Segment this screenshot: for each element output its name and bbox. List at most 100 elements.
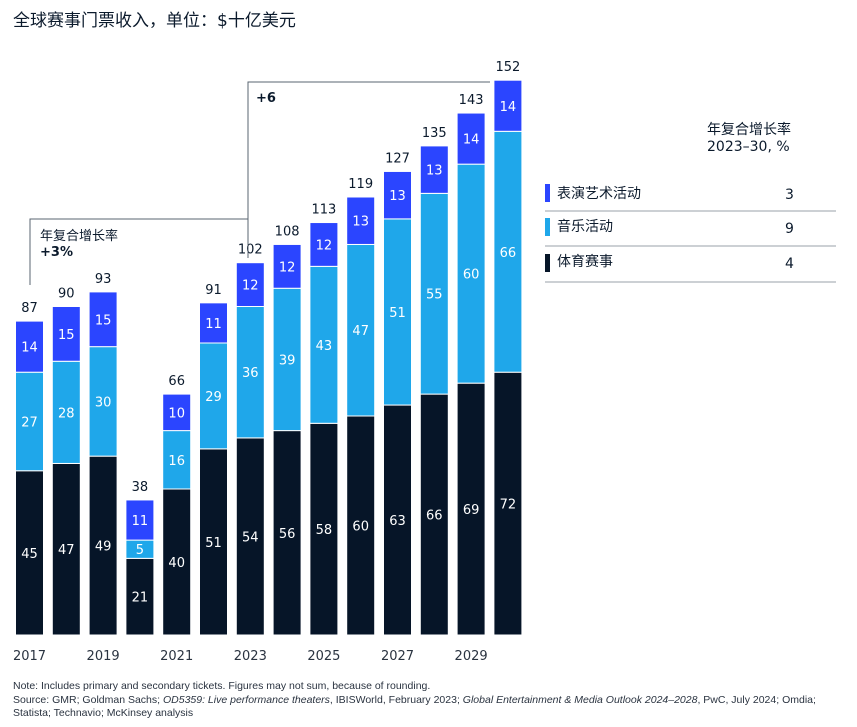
- cagr-right-value: +6: [256, 91, 276, 106]
- bar-segment-2021-2: [162, 393, 192, 432]
- cagr-left-title: 年复合增长率: [40, 228, 118, 244]
- segment-label-2021-1: 16: [168, 454, 185, 469]
- cagr-left-value: +3%: [40, 245, 73, 260]
- segment-label-2019-0: 49: [95, 540, 112, 555]
- total-label-2018: 90: [58, 287, 75, 302]
- segment-label-2027-1: 51: [389, 306, 406, 321]
- chart-title: 全球赛事门票收入，单位：$十亿美元: [13, 10, 296, 31]
- total-label-2024: 108: [275, 224, 300, 239]
- segment-label-2018-0: 47: [58, 543, 75, 558]
- segment-label-2019-2: 15: [95, 313, 112, 328]
- segment-label-2023-0: 54: [242, 530, 259, 545]
- legend: 年复合增长率 2023–30, % 表演艺术活动 3 音乐活动 9 体育赛事 4: [545, 121, 836, 283]
- segment-label-2019-1: 30: [95, 395, 112, 410]
- bar-segment-2018-2: [51, 306, 81, 362]
- segment-label-2028-0: 66: [426, 509, 443, 524]
- segment-label-2017-0: 45: [21, 547, 38, 562]
- source-line: Source: GMR; Goldman Sachs; OD5359: Live…: [13, 694, 843, 721]
- total-label-2023: 102: [238, 243, 263, 258]
- segment-label-2030-1: 66: [500, 246, 517, 261]
- bar-segment-2021-1: [162, 430, 192, 490]
- segment-label-2028-2: 13: [426, 164, 443, 179]
- legend-label-performing-arts: 表演艺术活动: [557, 186, 641, 202]
- bar-segment-2030-2: [493, 79, 523, 132]
- bar-segment-2030-0: [493, 371, 523, 636]
- segment-label-2024-2: 12: [279, 260, 296, 275]
- note-line: Note: Includes primary and secondary tic…: [13, 680, 431, 692]
- bar-segment-2027-1: [383, 218, 412, 406]
- legend-label-sports: 体育赛事: [557, 254, 613, 270]
- source-part-a: Source: GMR; Goldman Sachs;: [13, 693, 163, 706]
- segment-label-2026-0: 60: [352, 520, 369, 535]
- segment-label-2030-0: 72: [500, 498, 517, 513]
- bar-segment-2028-1: [419, 192, 449, 395]
- bar-segment-2022-2: [199, 302, 228, 344]
- bar-segment-2022-1: [199, 342, 228, 450]
- segment-label-2026-1: 47: [352, 324, 369, 339]
- bar-segment-2028-2: [419, 145, 449, 194]
- bars-group: 45 27 14 87 47 28 15 90 49 30 15 93 21 5 11 38 40 16 10 66 5…: [15, 60, 523, 636]
- x-tick-2017: 2017: [13, 649, 46, 664]
- total-label-2028: 135: [422, 126, 447, 141]
- bar-segment-2023-1: [235, 306, 265, 439]
- legend-swatch-performing-arts: [545, 184, 550, 202]
- cagr-bracket-right: +6: [247, 81, 490, 219]
- segment-label-2027-0: 63: [389, 514, 406, 529]
- source-part-c: , IBISWorld, February 2023;: [329, 693, 463, 706]
- bar-segment-2018-0: [51, 462, 81, 636]
- total-label-2025: 113: [311, 203, 336, 218]
- bar-segment-2020-0: [125, 557, 155, 636]
- legend-swatch-music: [545, 218, 550, 236]
- total-label-2020: 38: [132, 480, 149, 495]
- source-part-d: Global Entertainment & Media Outlook 202…: [462, 693, 698, 706]
- segment-label-2020-2: 11: [132, 514, 149, 529]
- total-label-2019: 93: [95, 272, 112, 287]
- bar-segment-2018-1: [51, 360, 81, 464]
- segment-label-2029-2: 14: [463, 133, 480, 148]
- total-label-2030: 152: [495, 60, 520, 75]
- bar-segment-2024-2: [272, 243, 302, 289]
- bar-segment-2029-2: [456, 112, 486, 165]
- bar-segment-2019-2: [88, 291, 118, 348]
- cagr-bracket-left: 年复合增长率 +3%: [29, 218, 249, 285]
- bar-segment-2020-2: [125, 499, 155, 541]
- segment-label-2023-2: 12: [242, 279, 259, 294]
- segment-label-2024-1: 39: [279, 353, 296, 368]
- total-label-2026: 119: [348, 177, 373, 192]
- source-part-b: OD5359: Live performance theaters: [162, 693, 330, 706]
- segment-label-2024-0: 56: [279, 527, 296, 542]
- segment-label-2021-0: 40: [168, 556, 185, 571]
- legend-header-line2: 2023–30, %: [707, 139, 790, 155]
- x-tick-2029: 2029: [455, 649, 488, 664]
- segment-label-2029-1: 60: [463, 268, 480, 283]
- segment-label-2029-0: 69: [463, 503, 480, 518]
- total-label-2021: 66: [168, 374, 185, 389]
- bar-segment-2026-2: [346, 196, 376, 245]
- segment-label-2025-2: 12: [316, 238, 333, 253]
- segment-label-2026-2: 13: [352, 215, 369, 230]
- x-tick-2019: 2019: [87, 649, 120, 664]
- segment-label-2017-2: 14: [21, 341, 38, 356]
- segment-label-2022-0: 51: [205, 536, 222, 551]
- legend-value-music: 9: [785, 221, 794, 237]
- bar-segment-2024-1: [272, 287, 302, 432]
- bar-segment-2017-1: [15, 371, 44, 472]
- legend-header-line1: 年复合增长率: [707, 121, 791, 138]
- segment-label-2018-2: 15: [58, 328, 75, 343]
- total-label-2017: 87: [21, 301, 38, 316]
- segment-label-2028-1: 55: [426, 288, 443, 303]
- bar-segment-2022-0: [199, 448, 228, 636]
- x-tick-labels: 2017 2019 2021 2023 2025 2027 2029: [13, 649, 488, 664]
- segment-label-2018-1: 28: [58, 406, 75, 421]
- segment-label-2020-0: 21: [132, 591, 149, 606]
- bar-segment-2017-2: [15, 320, 44, 373]
- bar-segment-2027-2: [383, 170, 412, 220]
- x-tick-2025: 2025: [307, 649, 340, 664]
- total-label-2027: 127: [385, 151, 410, 166]
- source-part-e: , PwC, July 2024; Omdia; Statista; Techn…: [13, 693, 816, 720]
- x-tick-2023: 2023: [234, 649, 267, 664]
- segment-label-2030-2: 14: [500, 100, 517, 115]
- bar-segment-2019-0: [88, 455, 118, 636]
- segment-label-2021-2: 10: [168, 406, 185, 421]
- bar-segment-2023-0: [235, 437, 265, 636]
